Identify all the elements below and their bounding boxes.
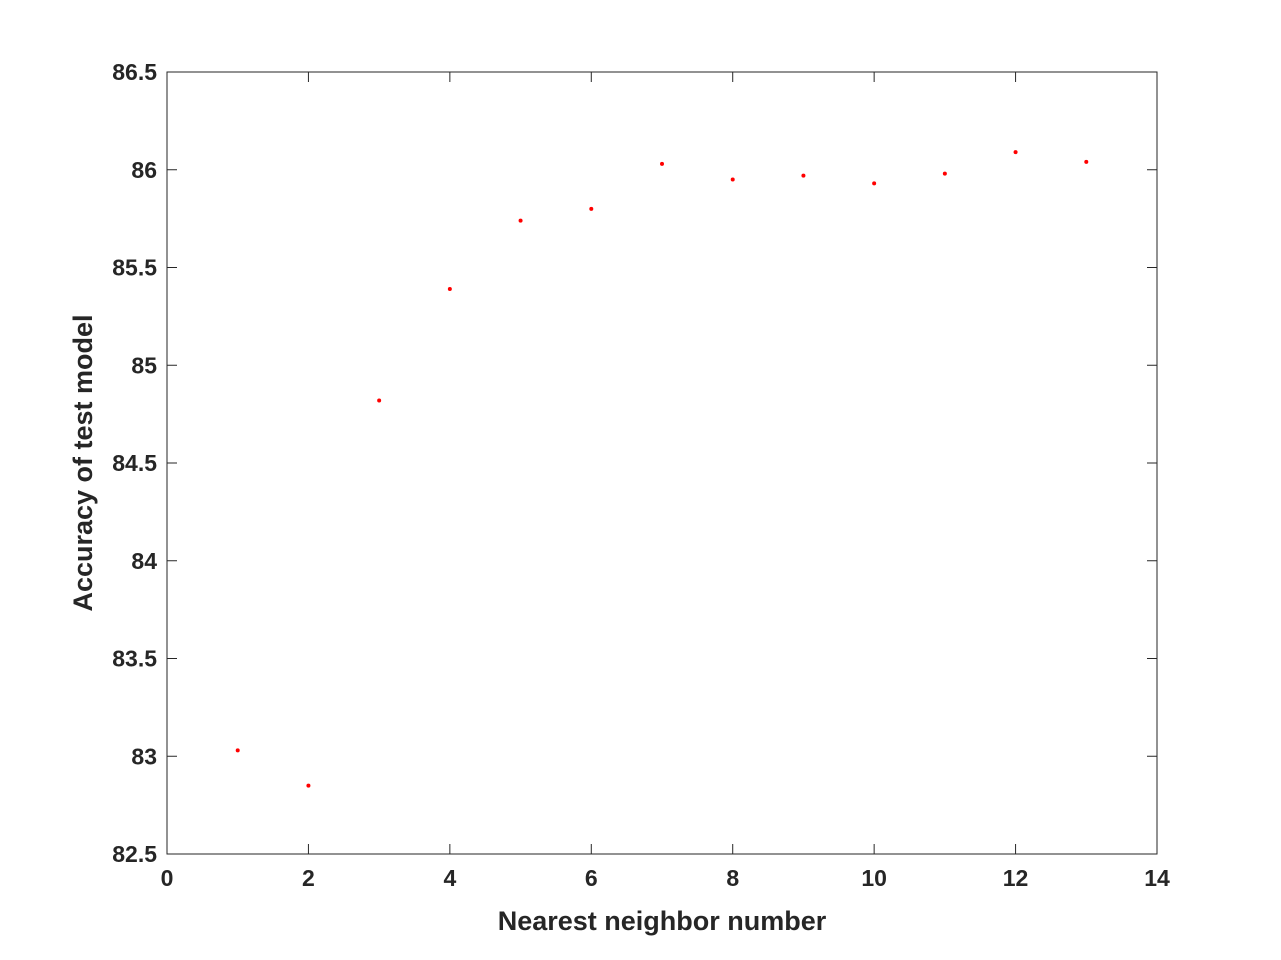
data-point — [1013, 150, 1018, 155]
x-tick-label: 8 — [726, 865, 739, 891]
y-tick-label: 86 — [131, 157, 157, 183]
y-tick-label: 83.5 — [112, 646, 157, 672]
x-tick-label: 6 — [585, 865, 598, 891]
data-points — [235, 150, 1089, 788]
x-axis-label: Nearest neighbor number — [498, 906, 827, 936]
data-point — [589, 206, 594, 211]
data-point — [942, 171, 947, 176]
tick-labels: 0 2 4 6 8 10 12 14 82.5 83 83.5 84 84.5 85 85.5 86 86.5 — [112, 59, 1170, 891]
y-tick-label: 82.5 — [112, 841, 157, 867]
data-point — [872, 181, 877, 186]
x-tick-label: 10 — [861, 865, 887, 891]
plot-frame — [166, 71, 1158, 855]
data-point — [447, 287, 452, 292]
data-point — [235, 748, 240, 753]
data-point — [377, 398, 382, 403]
y-tick-label: 84.5 — [112, 450, 157, 476]
x-tick-label: 2 — [302, 865, 315, 891]
y-axis-label: Accuracy of test model — [68, 314, 98, 611]
y-tick-label: 86.5 — [112, 59, 157, 85]
plot-area — [167, 72, 1157, 854]
y-tick-label: 85.5 — [112, 255, 157, 281]
data-point — [660, 161, 664, 166]
y-tick-label: 83 — [131, 743, 157, 769]
y-tick-label: 85 — [131, 352, 157, 378]
data-point — [801, 173, 806, 178]
y-tick-label: 84 — [131, 548, 157, 574]
data-point — [1084, 159, 1089, 164]
x-tick-label: 12 — [1003, 865, 1029, 891]
x-tick-label: 0 — [161, 865, 174, 891]
data-point — [306, 783, 311, 788]
data-point — [518, 218, 523, 223]
x-tick-label: 4 — [443, 865, 456, 891]
x-tick-label: 14 — [1144, 865, 1170, 891]
data-point — [730, 177, 735, 182]
